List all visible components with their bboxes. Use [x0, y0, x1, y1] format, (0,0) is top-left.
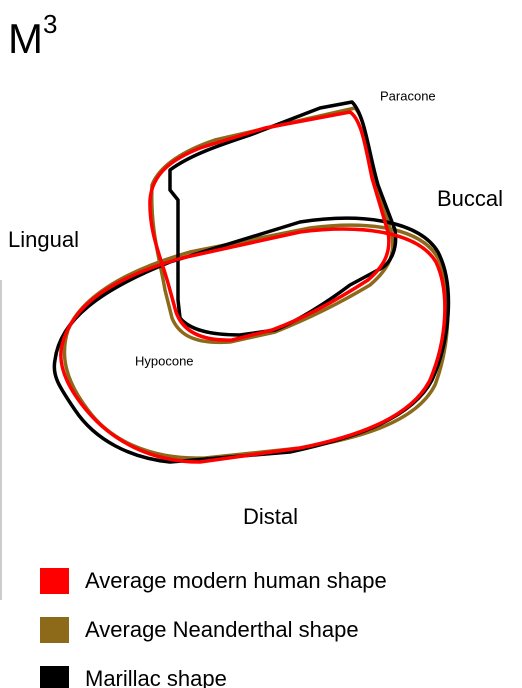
title-text: M [8, 15, 43, 62]
legend-label: Average Neanderthal shape [85, 617, 359, 642]
outline [59, 227, 447, 464]
legend-label: Marillac shape [85, 666, 227, 688]
title-superscript: 3 [43, 9, 57, 39]
legend-swatch [40, 568, 69, 594]
hypocone-label: Hypocone [135, 353, 194, 368]
legend-label: Average modern human shape [85, 568, 387, 593]
modern-human-outline [59, 110, 447, 464]
paracone-label: Paracone [380, 88, 436, 103]
title: M3 [8, 9, 57, 62]
outline [148, 110, 391, 342]
legend: Average modern human shape Average Neande… [40, 568, 387, 688]
outline [168, 100, 398, 337]
legend-swatch [40, 666, 69, 688]
distal-label: Distal [243, 504, 298, 529]
lingual-label: Lingual [8, 227, 79, 252]
buccal-label: Buccal [437, 186, 503, 211]
legend-swatch [40, 617, 69, 643]
